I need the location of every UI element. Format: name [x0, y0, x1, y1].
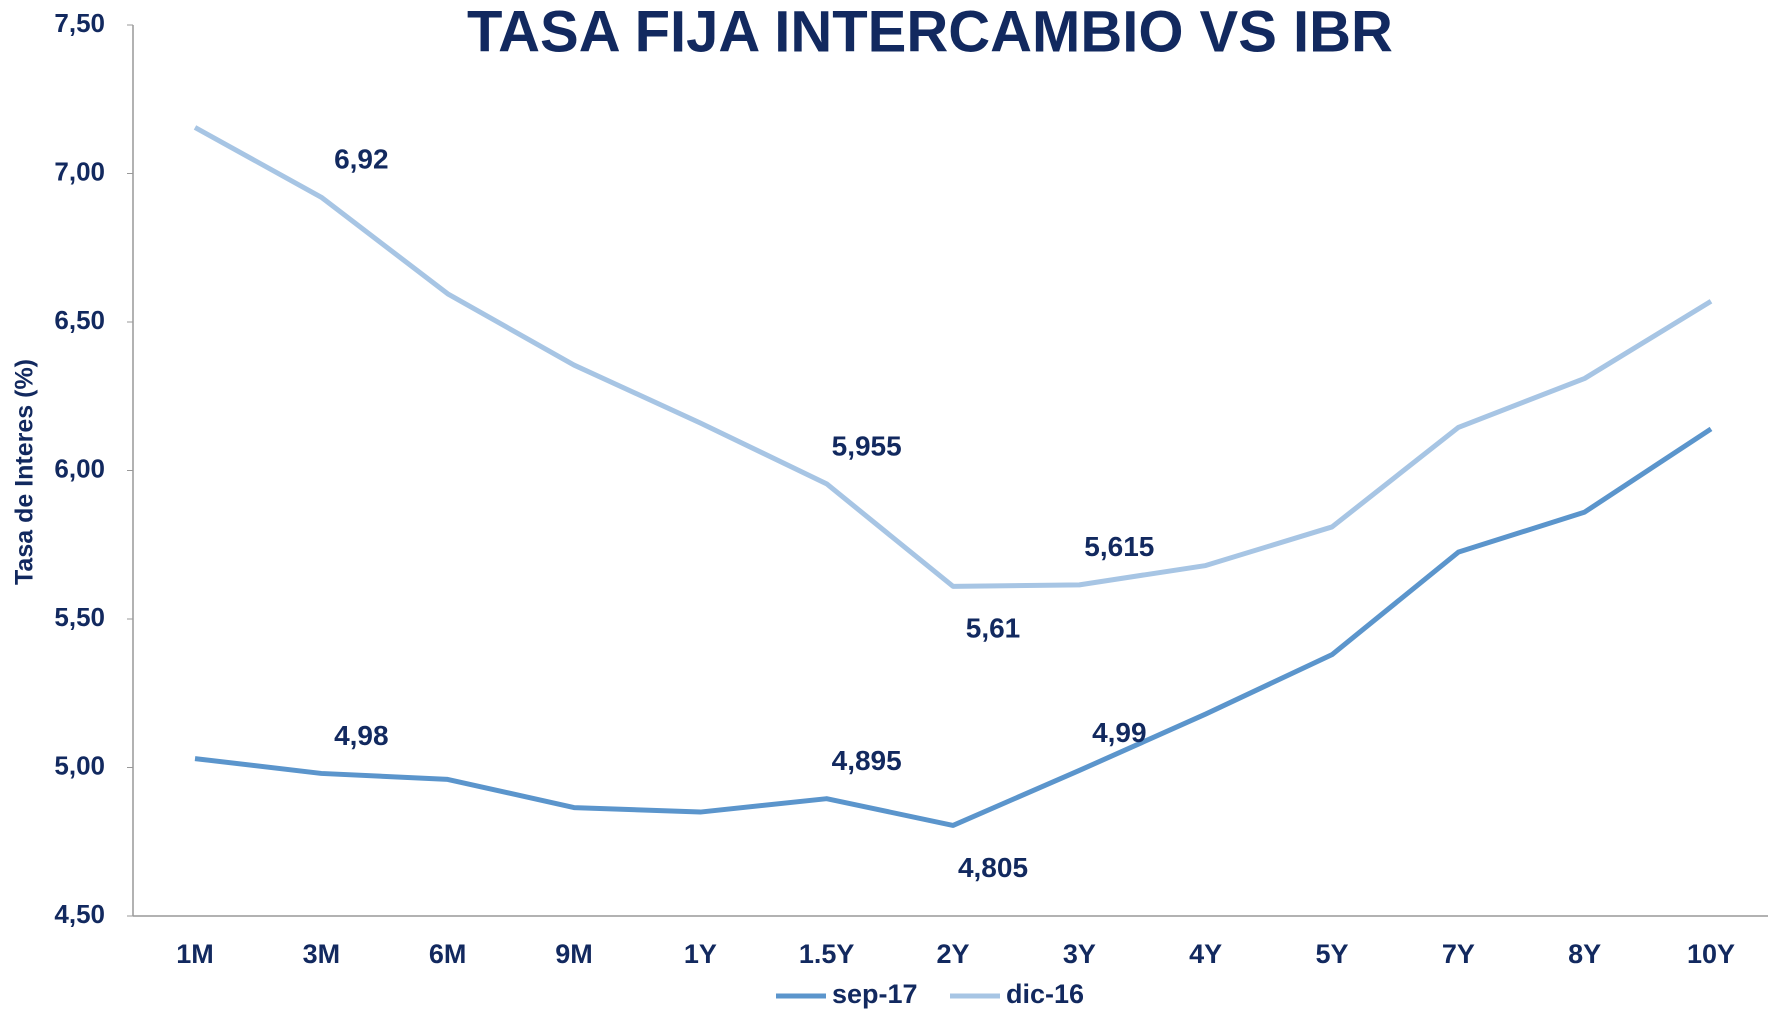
y-tick-label: 6,50: [54, 305, 105, 335]
x-tick-label: 8Y: [1568, 939, 1601, 969]
legend-label: dic-16: [1006, 979, 1084, 1009]
y-tick-label: 5,00: [54, 750, 105, 780]
x-tick-label: 10Y: [1687, 939, 1735, 969]
y-axis-label: Tasa de Interes (%): [11, 359, 39, 585]
data-label: 5,955: [832, 430, 902, 461]
data-label: 4,99: [1092, 717, 1147, 748]
data-label: 4,895: [832, 745, 902, 776]
x-tick-label: 1M: [176, 939, 214, 969]
y-tick-label: 6,00: [54, 453, 105, 483]
y-tick-label: 5,50: [54, 602, 105, 632]
x-tick-label: 3Y: [1063, 939, 1096, 969]
x-tick-label: 6M: [429, 939, 467, 969]
x-tick-label: 4Y: [1189, 939, 1222, 969]
x-tick-label: 3M: [303, 939, 341, 969]
y-tick-label: 4,50: [54, 899, 105, 929]
data-label: 5,615: [1084, 531, 1154, 562]
x-tick-label: 1.5Y: [799, 939, 855, 969]
chart-title: TASA FIJA INTERCAMBIO VS IBR: [467, 0, 1393, 64]
x-tick-label: 7Y: [1442, 939, 1475, 969]
data-label: 4,805: [958, 852, 1028, 883]
data-label: 4,98: [334, 720, 389, 751]
data-label: 5,61: [966, 613, 1021, 644]
data-label: 6,92: [334, 144, 389, 175]
x-tick-label: 1Y: [684, 939, 717, 969]
x-tick-label: 9M: [555, 939, 593, 969]
x-tick-label: 2Y: [936, 939, 969, 969]
y-tick-label: 7,00: [54, 156, 105, 186]
legend-label: sep-17: [832, 979, 918, 1009]
y-tick-label: 7,50: [54, 8, 105, 38]
x-tick-label: 5Y: [1315, 939, 1348, 969]
series-line: [193, 125, 1713, 589]
series-line: [194, 426, 1713, 828]
